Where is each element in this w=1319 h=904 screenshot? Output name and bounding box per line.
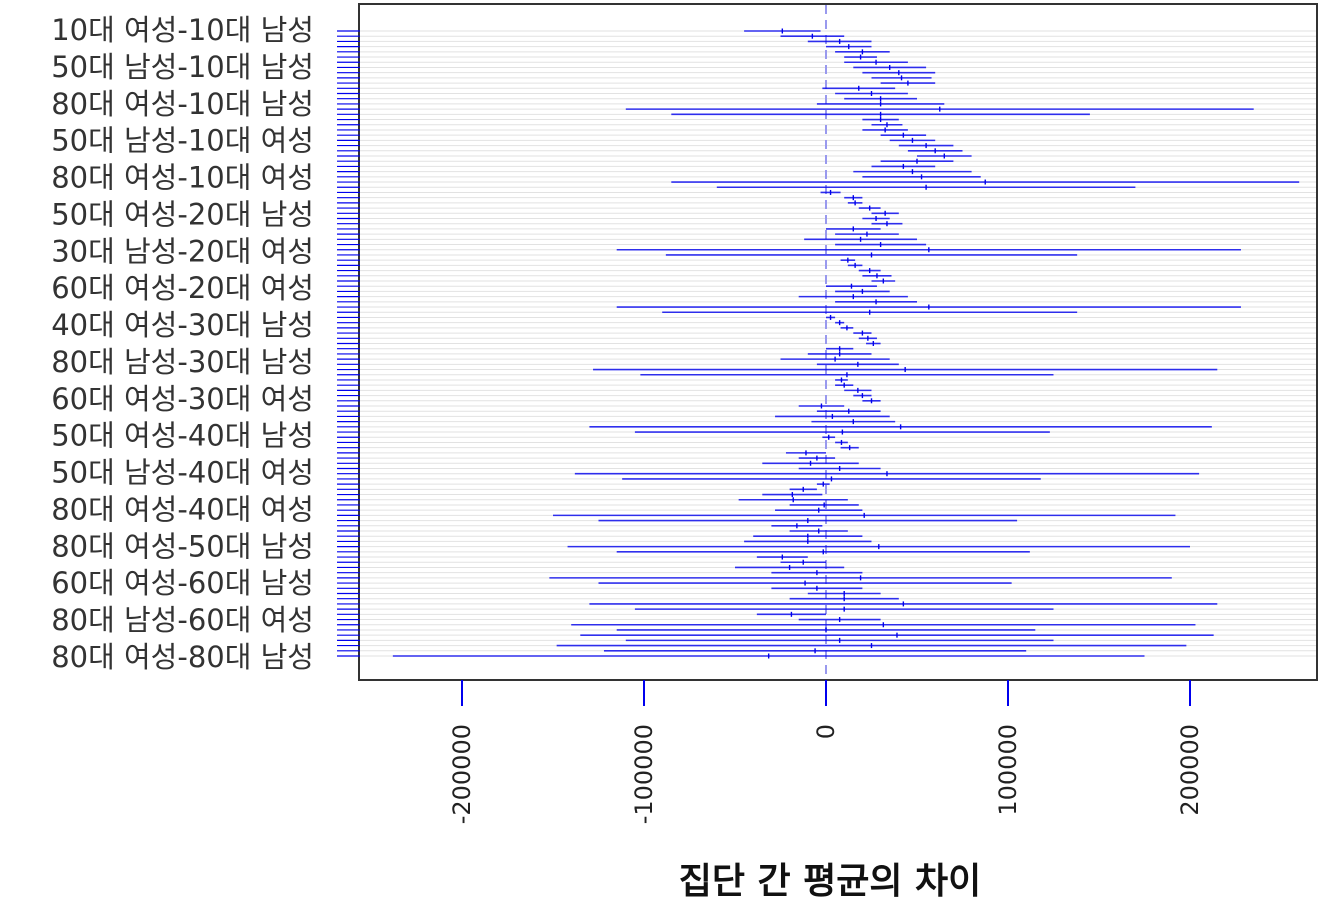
y-label: 80대 여성-80대 남성 xyxy=(51,640,314,674)
y-label: 50대 남성-10대 남성 xyxy=(51,50,314,84)
x-tick-label: 0 xyxy=(812,724,840,739)
y-label: 80대 여성-10대 여성 xyxy=(51,161,314,195)
y-tick-marks xyxy=(337,30,360,657)
y-label: 60대 여성-30대 여성 xyxy=(51,382,314,416)
y-label: 50대 남성-40대 여성 xyxy=(51,456,314,490)
y-label: 80대 남성-60대 여성 xyxy=(51,603,314,637)
x-tick-label: 200000 xyxy=(1176,724,1204,816)
y-label: 40대 여성-30대 남성 xyxy=(51,308,314,342)
interval-lines xyxy=(392,28,1300,659)
y-label: 80대 여성-50대 남성 xyxy=(51,529,314,563)
y-label: 50대 남성-10대 여성 xyxy=(51,124,314,158)
y-label: 50대 여성-40대 남성 xyxy=(51,419,314,453)
y-label: 30대 남성-20대 여성 xyxy=(51,234,314,268)
y-label: 60대 여성-60대 남성 xyxy=(51,566,314,600)
plot-frame xyxy=(358,3,1318,681)
grid-lines xyxy=(360,30,1317,657)
y-label: 80대 남성-30대 남성 xyxy=(51,345,314,379)
y-label: 50대 여성-20대 남성 xyxy=(51,197,314,231)
y-label: 60대 여성-20대 여성 xyxy=(51,271,314,305)
y-label: 80대 여성-40대 여성 xyxy=(51,492,314,526)
y-label: 10대 여성-10대 남성 xyxy=(51,13,314,47)
x-tick-label: -200000 xyxy=(448,724,476,824)
x-axis-label: 집단 간 평균의 차이 xyxy=(679,861,982,902)
x-axis: -200000 -100000 0 100000 200000 xyxy=(448,680,1204,824)
x-tick-label: -100000 xyxy=(630,724,658,824)
x-tick-label: 100000 xyxy=(994,724,1022,816)
y-label: 80대 여성-10대 남성 xyxy=(51,87,314,121)
